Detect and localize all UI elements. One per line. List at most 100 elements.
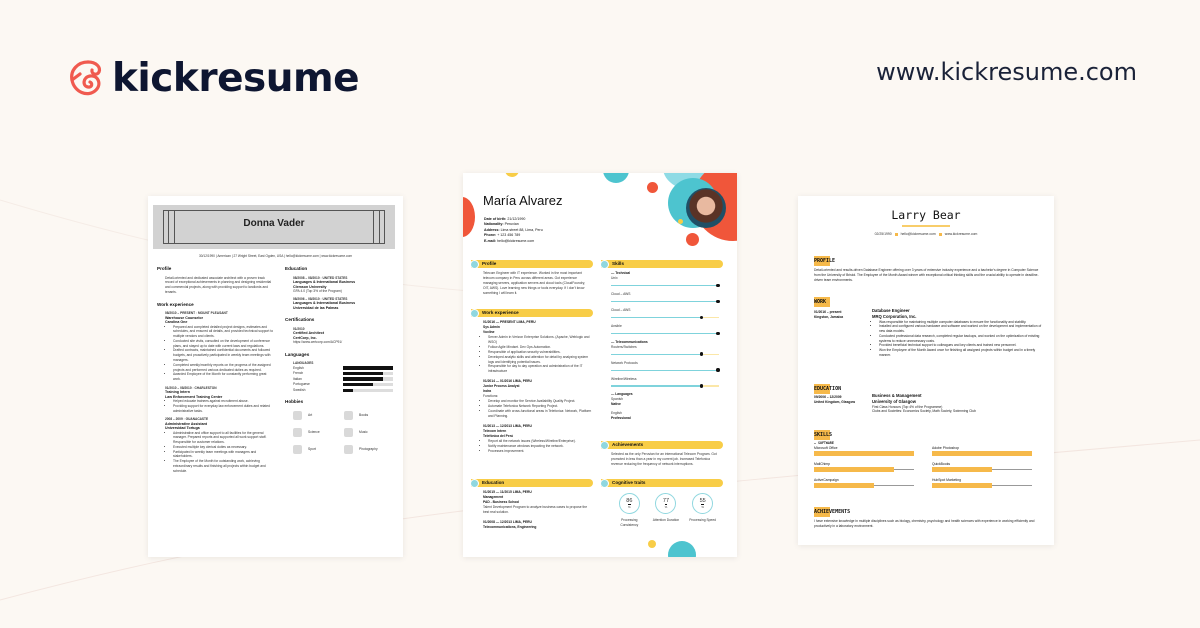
job-entry: 08/2010 – PRESENT ◦ MOUNT PLEASANT Wareho…	[165, 311, 275, 381]
skill-level-fill	[611, 353, 703, 356]
skill-level-marker	[699, 315, 704, 320]
bullet: Server Admin in Verizon Enterprise Solut…	[488, 335, 593, 345]
left-column: Profile Detail-oriented and dedicated as…	[157, 266, 275, 481]
skill-level-fill	[932, 467, 992, 472]
trait-label: Processing Speed	[689, 518, 717, 522]
profile-photo	[686, 188, 726, 228]
bullet: Helped educate trainees against recruitm…	[173, 399, 275, 404]
section-heading: Education	[285, 266, 308, 271]
work-date-place: 01/2016 – present Kingston, Jamaica	[814, 310, 844, 319]
contact-line: 02/25/1990 hello@kickresume.com www.kickre…	[798, 232, 1054, 236]
section-bar-work: Work experience	[470, 308, 593, 318]
language-level-fill	[343, 371, 383, 376]
hobby-item: Photography	[344, 445, 395, 455]
language-name: English	[293, 365, 304, 370]
trait-label: Processing Consistency	[620, 518, 639, 527]
header-frame	[163, 210, 385, 244]
skills-icon	[600, 259, 609, 269]
language-row: Portuguese	[293, 382, 395, 387]
job-meta: 01/2016 — PRESENT LIMA, PERU	[483, 320, 536, 324]
hobby-label: Books	[359, 413, 369, 418]
skill-level-track	[611, 283, 720, 288]
job-meta: 01/2013 — 12/2013 LIMA, PERU	[483, 423, 532, 428]
cert-link[interactable]: https://www.certcorp.com/ACP91/	[293, 339, 343, 344]
detail-value: hello@kickresume.com	[496, 238, 535, 243]
job-company: Voxline	[483, 329, 495, 334]
edu-title: Languages & International Business	[293, 301, 356, 306]
resume-header: Donna Vader	[153, 205, 395, 249]
edu-school: PAD - Business School	[483, 499, 520, 504]
skill-level-track	[932, 467, 1032, 472]
bullet: Executed multiple key clerical duties as…	[173, 445, 275, 450]
achievements-text: Selected as the only Peruvian for an int…	[611, 452, 717, 466]
bullet: Conducted professional data research, co…	[879, 334, 1042, 344]
trait-score-ring: 55%	[692, 493, 714, 514]
trait-score-ring: 86%	[618, 493, 640, 514]
skill-row: Routers/Switches	[611, 345, 719, 356]
work-list: 01/2016 — PRESENT LIMA, PERU Sys Admin Vox…	[483, 320, 593, 458]
education-entry: 01/2008 — 12/2013 LIMA, PERU Telecommunic…	[483, 520, 593, 530]
skill-level-marker	[699, 352, 704, 356]
skill-name: MailChimp	[814, 462, 831, 466]
languages-section: Languages LANGUAGES English French Italian…	[285, 352, 395, 393]
job-entry: 2008 – 2009 ◦ GUANACASTE Administrative A…	[165, 417, 275, 473]
trait-label: Attention Duration	[652, 518, 680, 522]
skill-level-fill	[611, 300, 719, 303]
skill-name: Cloud – AWS	[611, 291, 631, 296]
edu-note: Talent Development Program to analyze bu…	[483, 504, 588, 514]
resume-name: María Alvarez	[483, 193, 563, 208]
skill-level-track	[814, 451, 914, 456]
job-bullets: Helped educate trainees against recruitm…	[165, 399, 275, 413]
bullet: Develop and monitor the Service Availabi…	[488, 399, 593, 404]
skill-row: Microsoft Office	[814, 446, 914, 456]
decor-circle	[505, 173, 519, 177]
section-heading: Languages	[285, 351, 310, 357]
decor-circle	[603, 173, 629, 183]
decor-circle	[647, 182, 658, 193]
language-level-fill	[343, 377, 383, 381]
language-name: Swedish	[293, 387, 306, 392]
decor-circle	[668, 541, 696, 557]
detail-value: Lima street 88, Lima, Peru	[500, 227, 543, 232]
science-icon	[293, 428, 302, 438]
website-url[interactable]: www.kickresume.com	[876, 58, 1137, 86]
section-heading-work: WORK	[814, 297, 831, 307]
bullet: Responsible for day to day operation and…	[488, 364, 593, 374]
skill-level-track	[611, 352, 719, 356]
trait-value: 86	[626, 497, 633, 504]
skill-level-marker	[699, 384, 704, 388]
section-heading: Certifications	[285, 316, 315, 322]
skill-level-track	[611, 331, 720, 335]
profile-text: Detail-oriented and results-driven Datab…	[814, 268, 1039, 282]
edu-school: Universidad de las Palmas	[293, 305, 339, 310]
email[interactable]: hello@kickresume.com	[900, 232, 936, 236]
skill-row: HubSpot Marketing	[932, 478, 1032, 488]
language-level-bar	[343, 371, 393, 376]
section-bar-achievements: Achievements	[600, 440, 723, 450]
bullet: Automate Telefonica Network Reporting Pr…	[488, 404, 593, 409]
language-name: Portuguese	[293, 382, 310, 387]
cert-org: CertCorp, Inc.	[293, 335, 317, 340]
education-icon	[470, 478, 479, 488]
skill-level-track	[814, 467, 914, 472]
trait-score-ring: 77%	[655, 493, 677, 514]
hobby-item: Sport	[293, 445, 344, 455]
resume-maria-alvarez[interactable]: María Alvarez Date of birth: 21/12/1990 N…	[463, 173, 737, 557]
job-bullets: Prepared and completed detailed project …	[165, 325, 275, 382]
website[interactable]: www.kickresume.com	[944, 232, 978, 236]
trait-value: 55	[699, 497, 706, 504]
kickresume-logo[interactable]: kickresume	[66, 56, 360, 101]
hobby-label: Science	[308, 430, 320, 435]
resume-larry-bear[interactable]: Larry Bear 02/25/1990 hello@kickresume.co…	[798, 196, 1054, 545]
language-name: English	[611, 411, 622, 416]
section-heading: Profile	[157, 266, 172, 271]
job-entry: 01/2013 — 12/2013 LIMA, PERU Telecom Inte…	[483, 424, 593, 454]
hobby-label: Art	[308, 413, 313, 418]
resume-donna-vader[interactable]: Donna Vader 30/12/1990 | American | 27 W…	[148, 196, 403, 557]
books-icon	[344, 411, 353, 421]
skill-group: — Technical	[611, 271, 631, 275]
contact-line: 30/12/1990 | American | 27 Wright Street…	[199, 254, 352, 258]
section-bar-education: Education	[470, 478, 593, 488]
section-bar-cognitive: Cognitive traits	[600, 478, 723, 488]
skill-level-track	[932, 483, 1032, 488]
